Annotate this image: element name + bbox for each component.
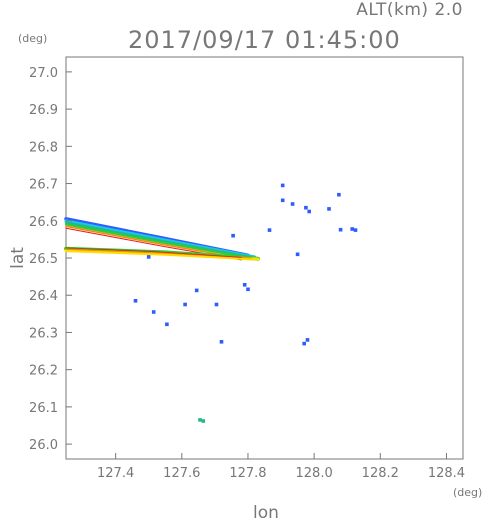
echo-band bbox=[65, 223, 256, 260]
echo-point bbox=[295, 252, 300, 257]
echo-point bbox=[280, 183, 285, 188]
echo-point bbox=[350, 227, 354, 231]
echo-band bbox=[65, 247, 242, 258]
echo-point bbox=[338, 227, 343, 232]
echo-point bbox=[198, 418, 202, 422]
x-tick-label: 128.4 bbox=[428, 466, 465, 481]
echo-point bbox=[290, 202, 295, 206]
x-tick-label: 127.8 bbox=[229, 466, 266, 481]
plot-frame bbox=[65, 56, 464, 460]
y-tick-label: 26.1 bbox=[29, 401, 58, 416]
echo-point bbox=[242, 283, 247, 287]
echo-point bbox=[194, 288, 199, 293]
x-tick-label: 128.0 bbox=[296, 466, 333, 481]
echo-point bbox=[214, 302, 219, 307]
echo-point bbox=[305, 338, 310, 342]
echo-point bbox=[353, 228, 358, 232]
echo-point bbox=[267, 228, 272, 232]
x-axis-unit: (deg) bbox=[453, 486, 483, 499]
echo-point bbox=[246, 287, 250, 292]
echo-point bbox=[201, 419, 206, 423]
y-tick-label: 26.9 bbox=[29, 103, 58, 118]
echo-band bbox=[64, 249, 260, 261]
echo-point bbox=[183, 302, 187, 307]
echo-point bbox=[304, 205, 308, 210]
y-tick-label: 27.0 bbox=[29, 66, 58, 81]
echo-point bbox=[327, 207, 331, 211]
y-tick-label: 26.3 bbox=[29, 326, 58, 341]
y-tick-label: 26.4 bbox=[29, 289, 58, 304]
echo-point bbox=[146, 255, 151, 259]
x-axis-title: lon bbox=[253, 503, 279, 521]
tick-layer: 127.4 127.6 127.8 128.0 128.2 128.4 26.0 26.1 26… bbox=[29, 66, 465, 481]
echo-point bbox=[165, 322, 169, 327]
x-tick-label: 127.6 bbox=[163, 466, 200, 481]
y-tick-label: 26.7 bbox=[29, 178, 58, 193]
y-axis-unit: (deg) bbox=[18, 32, 48, 45]
echo-point bbox=[302, 341, 306, 346]
y-tick-label: 26.5 bbox=[29, 252, 58, 267]
echo-point bbox=[151, 310, 156, 314]
chart-timestamp: 2017/09/17 01:45:00 bbox=[128, 26, 401, 54]
y-tick-label: 26.6 bbox=[29, 215, 58, 230]
data-layer bbox=[64, 183, 358, 423]
x-tick-label: 128.2 bbox=[362, 466, 399, 481]
y-axis-title: lat bbox=[8, 247, 28, 269]
echo-point bbox=[337, 192, 341, 197]
echo-point bbox=[133, 299, 138, 303]
altitude-label: ALT(km) 2.0 bbox=[356, 0, 463, 20]
echo-point bbox=[307, 209, 311, 214]
echo-point bbox=[219, 340, 224, 344]
echo-point bbox=[280, 198, 285, 203]
x-tick-label: 127.4 bbox=[97, 466, 134, 481]
y-tick-label: 26.0 bbox=[29, 438, 58, 453]
echo-point bbox=[231, 233, 235, 238]
y-tick-label: 26.2 bbox=[29, 364, 58, 379]
y-tick-label: 26.8 bbox=[29, 140, 58, 155]
